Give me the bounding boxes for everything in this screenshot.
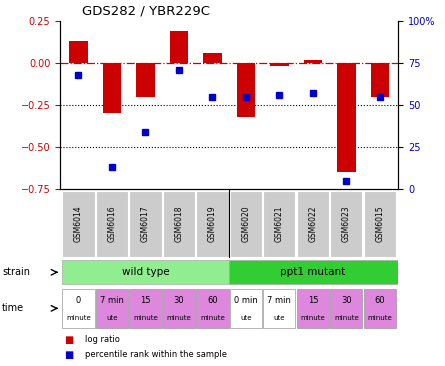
Text: GSM6021: GSM6021 [275, 206, 284, 242]
Text: minute: minute [368, 315, 392, 321]
Bar [163, 288, 195, 328]
Text: GSM6017: GSM6017 [141, 206, 150, 243]
Bar [103, 63, 121, 113]
Text: ■: ■ [65, 350, 74, 359]
Text: 15: 15 [307, 296, 318, 305]
Bar [229, 260, 398, 284]
Bar [303, 60, 322, 63]
Bar [263, 288, 295, 328]
Bar [364, 191, 396, 257]
Text: minute: minute [166, 315, 191, 321]
Text: ppt1 mutant: ppt1 mutant [280, 267, 345, 277]
Bar [270, 63, 289, 66]
Text: ute: ute [106, 315, 118, 321]
Text: GSM6022: GSM6022 [308, 206, 317, 242]
Bar [69, 41, 88, 63]
Text: ute: ute [240, 315, 252, 321]
Text: minute: minute [300, 315, 325, 321]
Text: minute: minute [133, 315, 158, 321]
Text: 60: 60 [207, 296, 218, 305]
Text: GSM6019: GSM6019 [208, 206, 217, 243]
Bar [129, 191, 162, 257]
Text: GDS282 / YBR229C: GDS282 / YBR229C [82, 4, 210, 17]
Bar [337, 63, 356, 172]
Bar [230, 191, 262, 257]
Bar [297, 191, 329, 257]
Text: strain: strain [2, 267, 30, 277]
Text: 15: 15 [140, 296, 151, 305]
Text: minute: minute [334, 315, 359, 321]
Bar [230, 288, 262, 328]
Text: minute: minute [66, 315, 91, 321]
Bar [129, 288, 162, 328]
Text: 0 min: 0 min [234, 296, 258, 305]
Bar [263, 191, 295, 257]
Text: 7 min: 7 min [100, 296, 124, 305]
Bar [136, 63, 155, 97]
Bar [62, 191, 95, 257]
Text: 0: 0 [76, 296, 81, 305]
Bar [96, 191, 128, 257]
Bar [297, 288, 329, 328]
Text: GSM6014: GSM6014 [74, 206, 83, 243]
Bar [62, 288, 95, 328]
Bar [203, 53, 222, 63]
Bar [237, 63, 255, 117]
Text: ute: ute [274, 315, 285, 321]
Text: GSM6020: GSM6020 [242, 206, 251, 243]
Bar [371, 63, 389, 97]
Text: GSM6016: GSM6016 [108, 206, 117, 243]
Text: GSM6018: GSM6018 [174, 206, 183, 242]
Text: GSM6015: GSM6015 [376, 206, 384, 243]
Text: 7 min: 7 min [267, 296, 291, 305]
Text: 30: 30 [174, 296, 184, 305]
Bar [96, 288, 128, 328]
Bar [196, 191, 228, 257]
Bar [196, 288, 228, 328]
Text: wild type: wild type [121, 267, 169, 277]
Text: time: time [2, 303, 24, 313]
Text: 60: 60 [375, 296, 385, 305]
Text: minute: minute [200, 315, 225, 321]
Bar [62, 260, 229, 284]
Bar [163, 191, 195, 257]
Text: ■: ■ [65, 335, 74, 345]
Bar [170, 31, 188, 63]
Text: 30: 30 [341, 296, 352, 305]
Bar [330, 191, 362, 257]
Text: GSM6023: GSM6023 [342, 206, 351, 243]
Text: log ratio: log ratio [85, 336, 119, 344]
Bar [330, 288, 362, 328]
Text: percentile rank within the sample: percentile rank within the sample [85, 350, 227, 359]
Bar [364, 288, 396, 328]
